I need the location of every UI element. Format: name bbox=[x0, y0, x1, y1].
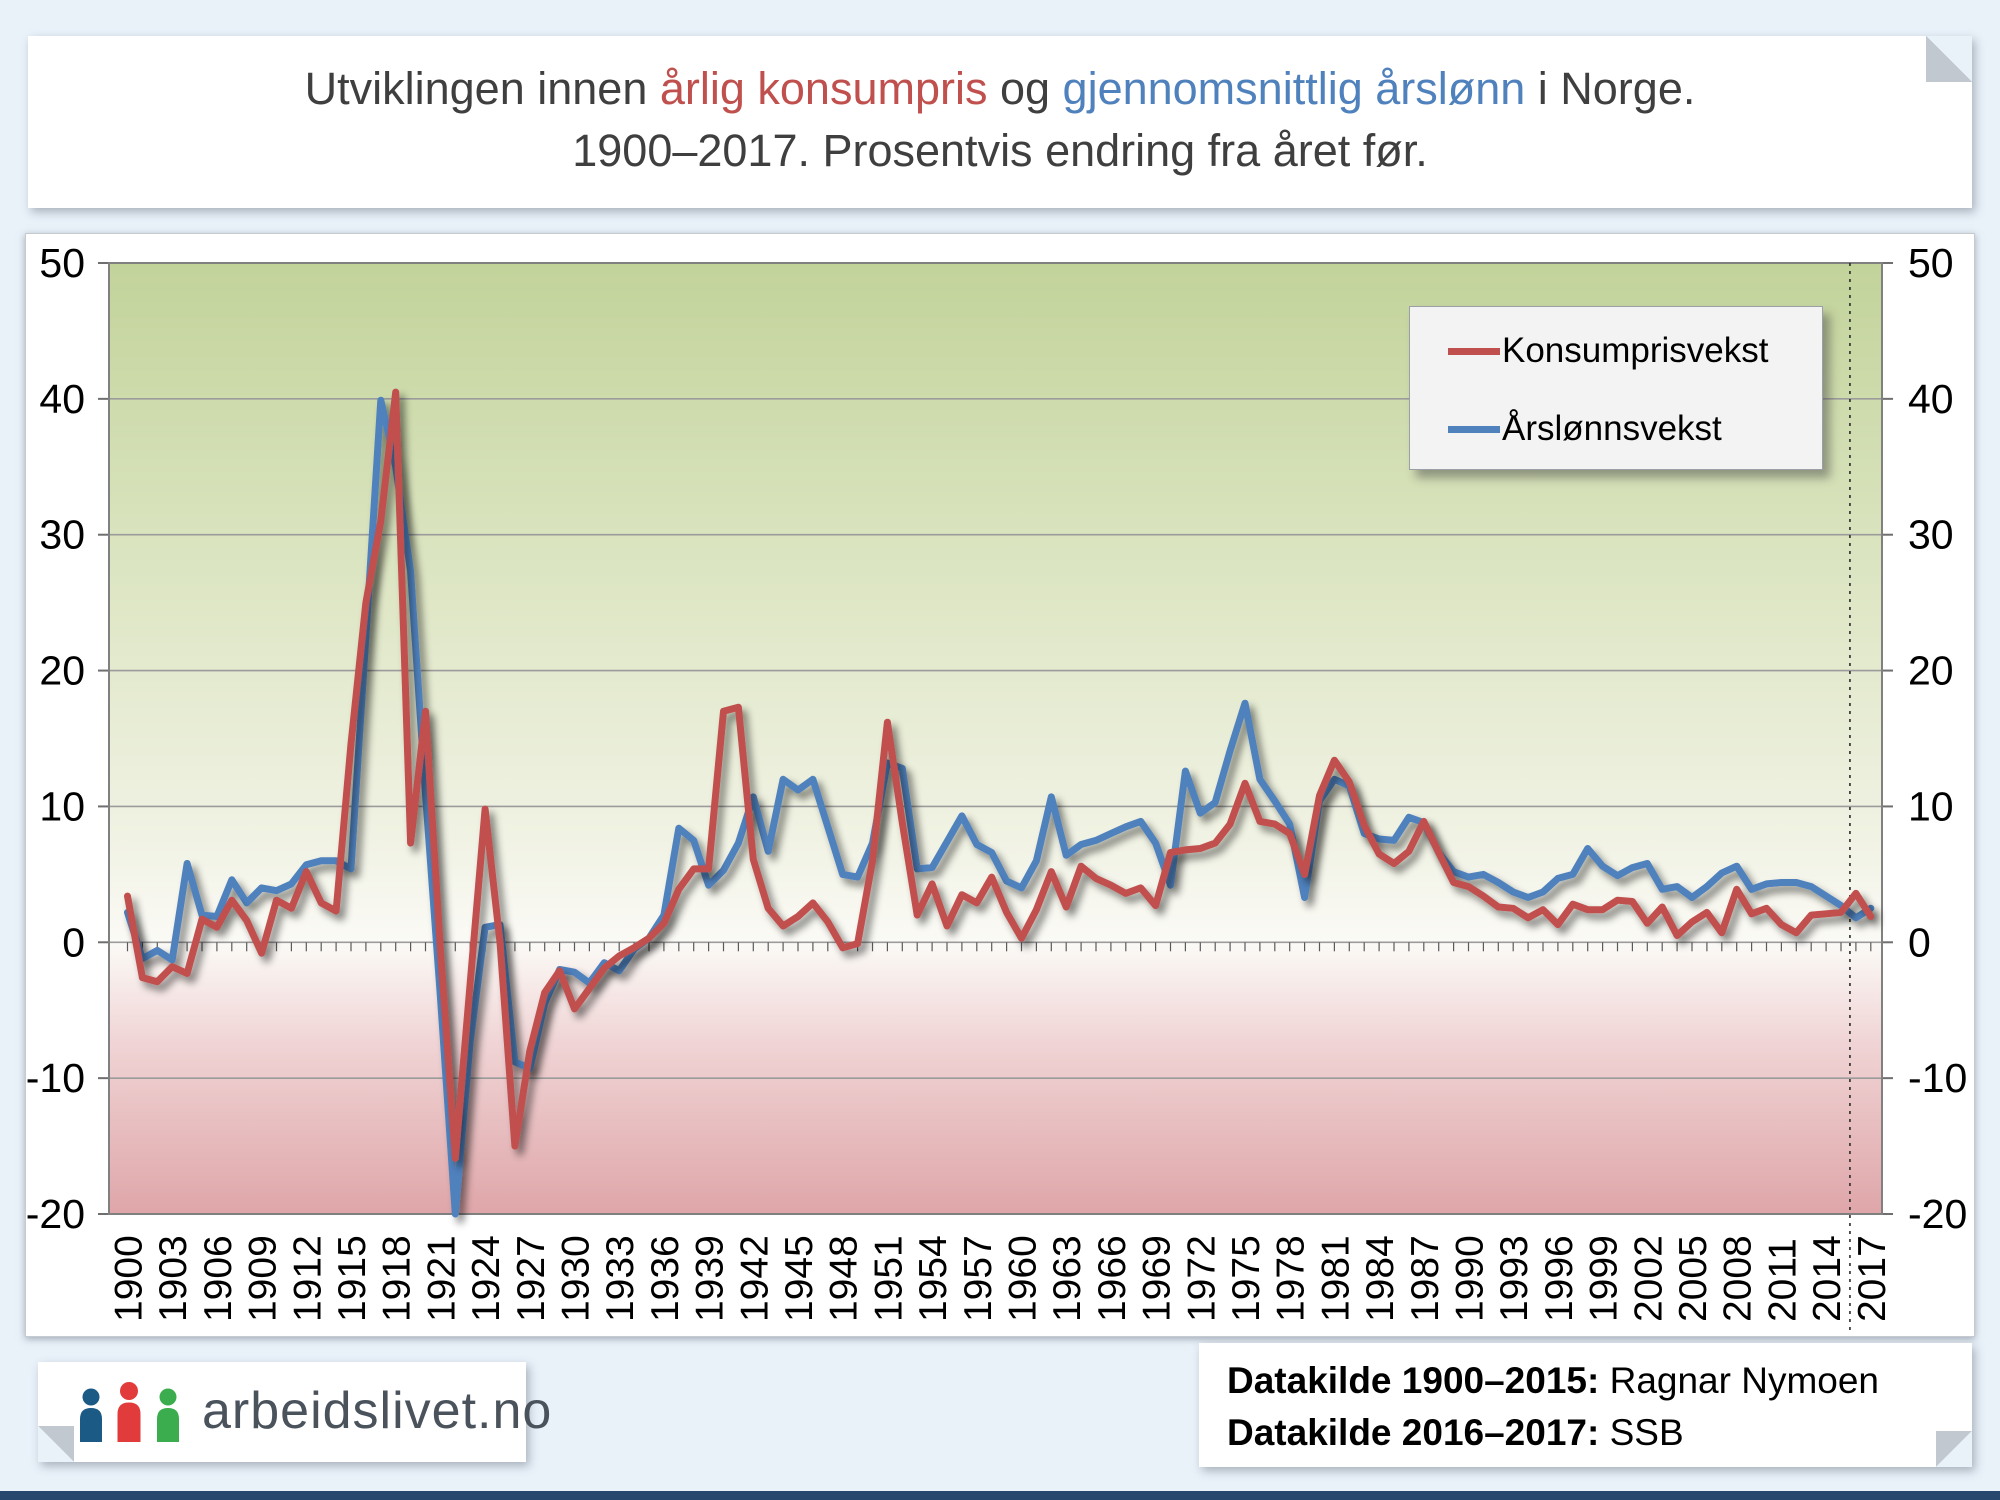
source-value-2: SSB bbox=[1609, 1412, 1684, 1453]
svg-text:2008: 2008 bbox=[1717, 1235, 1760, 1322]
svg-text:1960: 1960 bbox=[1002, 1235, 1045, 1322]
svg-text:1984: 1984 bbox=[1359, 1235, 1402, 1322]
svg-text:50: 50 bbox=[1908, 240, 1954, 286]
legend-label-konsumprisvekst: Konsumprisvekst bbox=[1502, 331, 1769, 370]
svg-text:1921: 1921 bbox=[420, 1235, 463, 1322]
svg-text:1963: 1963 bbox=[1046, 1235, 1089, 1322]
logo-text: arbeidslivet.no bbox=[202, 1382, 553, 1440]
svg-text:1969: 1969 bbox=[1136, 1235, 1179, 1322]
svg-text:1903: 1903 bbox=[152, 1235, 195, 1322]
svg-text:2017: 2017 bbox=[1851, 1235, 1894, 1322]
folded-corner-icon bbox=[1936, 1431, 1972, 1467]
svg-text:1942: 1942 bbox=[733, 1235, 776, 1322]
folded-corner-icon bbox=[38, 1426, 74, 1462]
title-line-1: Utviklingen innen årlig konsumpris og gj… bbox=[28, 58, 1972, 120]
svg-text:-10: -10 bbox=[1908, 1055, 1967, 1101]
person-icon bbox=[117, 1382, 141, 1442]
svg-text:1939: 1939 bbox=[689, 1235, 732, 1322]
legend-item-konsumprisvekst: Konsumprisvekst bbox=[1448, 331, 1768, 371]
person-icon bbox=[157, 1388, 179, 1442]
svg-text:40: 40 bbox=[1908, 376, 1954, 422]
svg-text:1978: 1978 bbox=[1270, 1235, 1313, 1322]
svg-text:1930: 1930 bbox=[555, 1235, 598, 1322]
svg-text:1936: 1936 bbox=[644, 1235, 687, 1322]
svg-text:2014: 2014 bbox=[1806, 1235, 1849, 1322]
svg-text:1990: 1990 bbox=[1449, 1235, 1492, 1322]
svg-text:-20: -20 bbox=[26, 1191, 85, 1237]
svg-text:20: 20 bbox=[1908, 648, 1954, 694]
title-middle: og bbox=[987, 63, 1063, 114]
svg-text:1981: 1981 bbox=[1314, 1235, 1357, 1322]
title-prefix: Utviklingen innen bbox=[304, 63, 660, 114]
arbeidslivet-logo[interactable]: arbeidslivet.no bbox=[74, 1380, 552, 1442]
svg-text:1900: 1900 bbox=[108, 1235, 151, 1322]
title-highlight-arslonn: gjennomsnittlig årslønn bbox=[1062, 63, 1526, 114]
logo-box: arbeidslivet.no bbox=[38, 1362, 551, 1462]
title-suffix: i Norge. bbox=[1525, 63, 1696, 114]
source-line-1: Datakilde 1900–2015: Ragnar Nymoen bbox=[1227, 1355, 1972, 1407]
svg-text:10: 10 bbox=[39, 783, 85, 829]
svg-text:1945: 1945 bbox=[778, 1235, 821, 1322]
svg-text:1951: 1951 bbox=[867, 1235, 910, 1322]
chart-legend: Konsumprisvekst Årslønnsvekst bbox=[1409, 306, 1823, 470]
title-box: Utviklingen innen årlig konsumpris og gj… bbox=[28, 36, 1972, 208]
svg-text:1954: 1954 bbox=[912, 1235, 955, 1322]
svg-text:50: 50 bbox=[39, 240, 85, 286]
person-icon bbox=[80, 1388, 102, 1442]
svg-text:1996: 1996 bbox=[1538, 1235, 1581, 1322]
svg-text:2002: 2002 bbox=[1627, 1235, 1670, 1322]
legend-label-arslonnsvekst: Årslønnsvekst bbox=[1502, 409, 1722, 448]
svg-text:-20: -20 bbox=[1908, 1191, 1967, 1237]
source-value-1: Ragnar Nymoen bbox=[1609, 1360, 1879, 1401]
bottom-accent-bar bbox=[0, 1491, 2000, 1500]
svg-text:1948: 1948 bbox=[823, 1235, 866, 1322]
svg-text:1972: 1972 bbox=[1180, 1235, 1223, 1322]
svg-text:1918: 1918 bbox=[376, 1235, 419, 1322]
svg-text:1966: 1966 bbox=[1091, 1235, 1134, 1322]
legend-item-arslonnsvekst: Årslønnsvekst bbox=[1448, 409, 1722, 449]
svg-text:30: 30 bbox=[1908, 512, 1954, 558]
red-line-marker-icon bbox=[1448, 347, 1500, 355]
source-line-2: Datakilde 2016–2017: SSB bbox=[1227, 1407, 1972, 1459]
chart-panel: 50 50 40 40 30 30 20 20 10 10 0 0 -10 -10 -20 -20 1900 19… bbox=[25, 233, 1975, 1337]
svg-text:0: 0 bbox=[1908, 919, 1931, 965]
svg-text:1927: 1927 bbox=[510, 1235, 553, 1322]
svg-text:1957: 1957 bbox=[957, 1235, 1000, 1322]
page-title: Utviklingen innen årlig konsumpris og gj… bbox=[28, 36, 1972, 182]
svg-text:1924: 1924 bbox=[465, 1235, 508, 1322]
title-line-2: 1900–2017. Prosentvis endring fra året f… bbox=[572, 125, 1428, 176]
folded-corner-icon bbox=[1926, 36, 1972, 82]
svg-text:-10: -10 bbox=[26, 1055, 85, 1101]
svg-text:1912: 1912 bbox=[286, 1235, 329, 1322]
svg-text:0: 0 bbox=[62, 919, 85, 965]
svg-text:30: 30 bbox=[39, 512, 85, 558]
svg-text:1906: 1906 bbox=[197, 1235, 240, 1322]
title-highlight-konsumpris: årlig konsumpris bbox=[659, 63, 988, 114]
svg-text:1933: 1933 bbox=[599, 1235, 642, 1322]
svg-text:1909: 1909 bbox=[242, 1235, 285, 1322]
svg-text:1975: 1975 bbox=[1225, 1235, 1268, 1322]
blue-line-marker-icon bbox=[1448, 425, 1500, 433]
svg-text:2011: 2011 bbox=[1761, 1238, 1804, 1322]
svg-text:2005: 2005 bbox=[1672, 1235, 1715, 1322]
source-label-2: Datakilde 2016–2017: bbox=[1227, 1412, 1600, 1453]
source-label-1: Datakilde 1900–2015: bbox=[1227, 1360, 1600, 1401]
svg-text:10: 10 bbox=[1908, 783, 1954, 829]
svg-text:1915: 1915 bbox=[331, 1235, 374, 1322]
svg-text:40: 40 bbox=[39, 376, 85, 422]
svg-text:1999: 1999 bbox=[1583, 1235, 1626, 1322]
people-icon bbox=[80, 1382, 179, 1442]
svg-text:1993: 1993 bbox=[1493, 1235, 1536, 1322]
svg-text:20: 20 bbox=[39, 648, 85, 694]
data-source-box: Datakilde 1900–2015: Ragnar Nymoen Datak… bbox=[1199, 1343, 1972, 1467]
svg-text:1987: 1987 bbox=[1404, 1235, 1447, 1322]
